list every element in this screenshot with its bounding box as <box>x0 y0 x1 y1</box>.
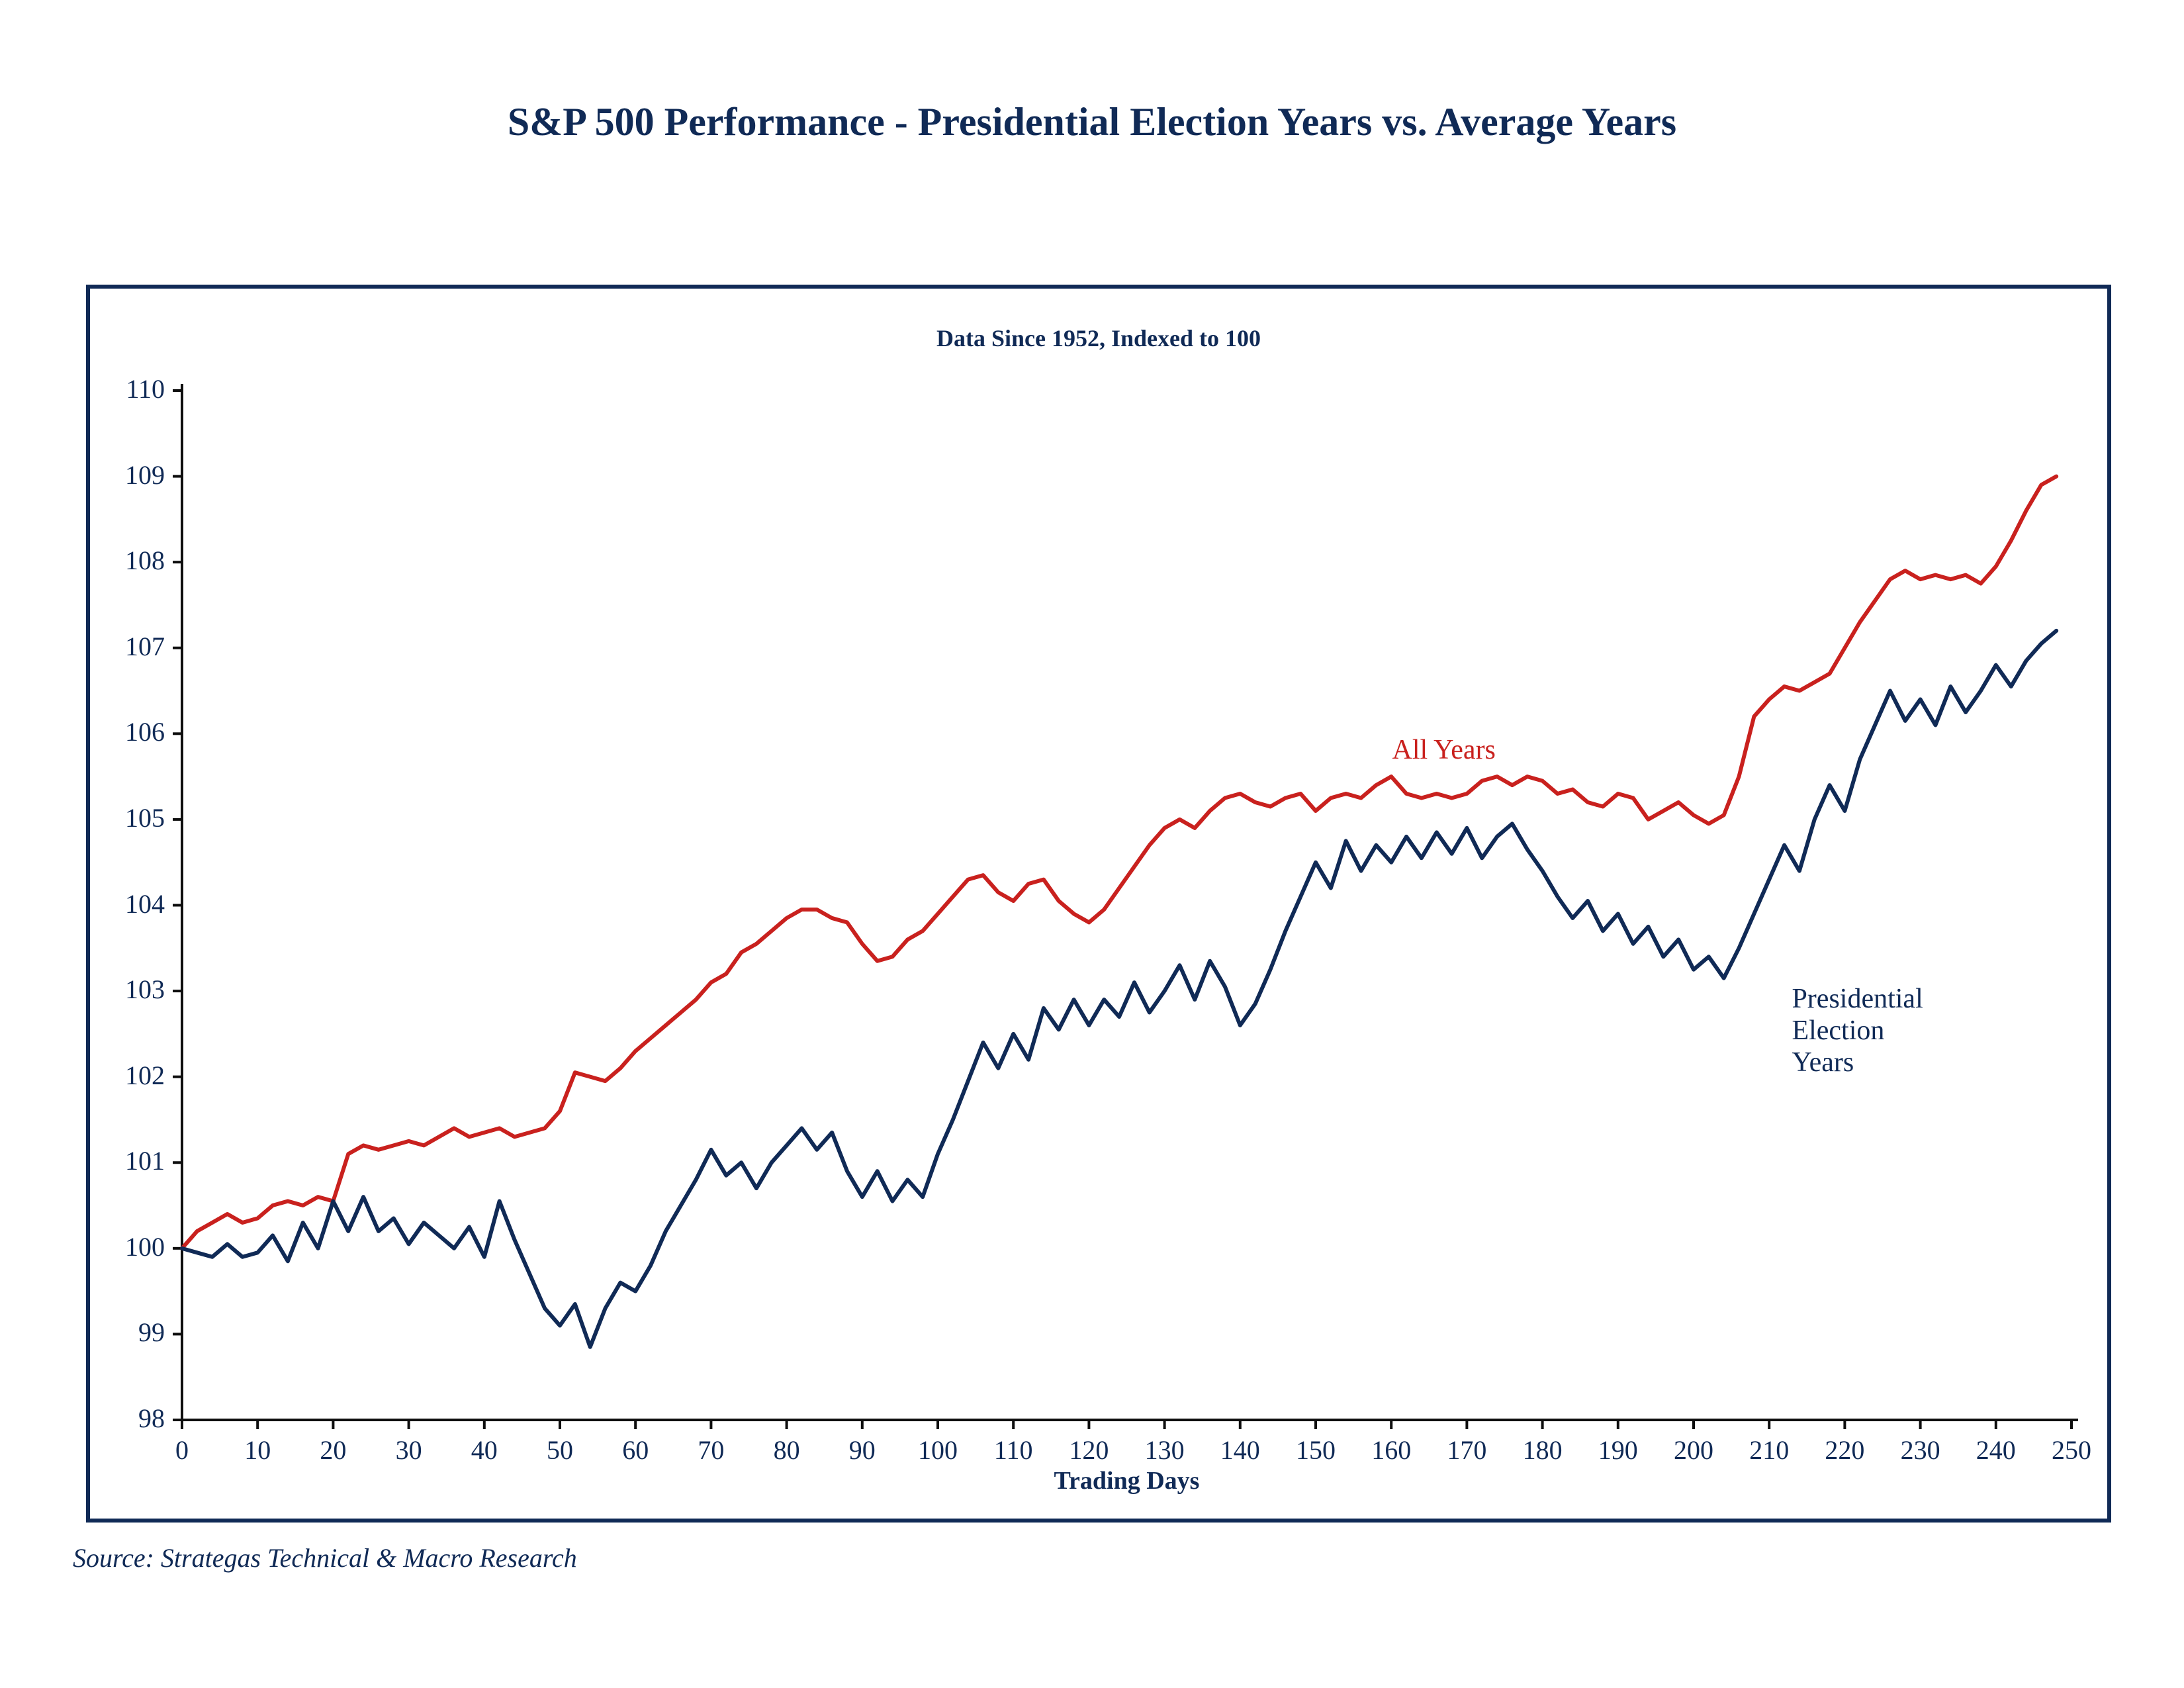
x-tick-label: 90 <box>839 1434 886 1466</box>
x-tick-label: 140 <box>1217 1434 1263 1466</box>
x-tick-label: 210 <box>1746 1434 1792 1466</box>
x-tick-label: 220 <box>1821 1434 1868 1466</box>
x-tick-label: 60 <box>612 1434 659 1466</box>
x-tick-label: 0 <box>159 1434 205 1466</box>
x-tick-label: 50 <box>537 1434 583 1466</box>
x-tick-label: 70 <box>688 1434 734 1466</box>
x-tick-label: 160 <box>1368 1434 1414 1466</box>
x-axis-label: Trading Days <box>182 1466 2071 1495</box>
y-tick-label: 109 <box>125 459 165 491</box>
x-tick-label: 170 <box>1443 1434 1490 1466</box>
x-tick-label: 180 <box>1520 1434 1566 1466</box>
y-tick-label: 101 <box>125 1145 165 1176</box>
y-tick-label: 102 <box>125 1060 165 1091</box>
source-citation: Source: Strategas Technical & Macro Rese… <box>73 1542 577 1573</box>
x-tick-label: 80 <box>764 1434 810 1466</box>
x-tick-label: 130 <box>1142 1434 1188 1466</box>
x-tick-label: 250 <box>2048 1434 2095 1466</box>
y-tick-label: 106 <box>125 716 165 747</box>
y-tick-label: 98 <box>138 1403 165 1434</box>
x-tick-label: 30 <box>386 1434 432 1466</box>
y-tick-label: 99 <box>138 1317 165 1348</box>
x-tick-label: 230 <box>1897 1434 1944 1466</box>
x-tick-label: 150 <box>1293 1434 1339 1466</box>
series-line-election-years <box>182 631 2056 1347</box>
x-tick-label: 40 <box>461 1434 508 1466</box>
x-tick-label: 110 <box>990 1434 1036 1466</box>
x-tick-label: 190 <box>1595 1434 1641 1466</box>
x-tick-label: 20 <box>310 1434 356 1466</box>
y-tick-label: 107 <box>125 631 165 662</box>
x-tick-label: 120 <box>1066 1434 1112 1466</box>
y-tick-label: 108 <box>125 545 165 576</box>
x-tick-label: 200 <box>1670 1434 1717 1466</box>
y-tick-label: 110 <box>126 373 165 404</box>
y-tick-label: 105 <box>125 802 165 833</box>
y-tick-label: 104 <box>125 888 165 919</box>
x-tick-label: 240 <box>1973 1434 2019 1466</box>
series-label-election-years: PresidentialElectionYears <box>1792 983 1923 1079</box>
x-tick-label: 100 <box>915 1434 961 1466</box>
chart-page: S&P 500 Performance - Presidential Elect… <box>0 0 2184 1688</box>
x-tick-label: 10 <box>234 1434 281 1466</box>
y-tick-label: 100 <box>125 1231 165 1262</box>
series-label-all-years: All Years <box>1392 734 1496 766</box>
y-tick-label: 103 <box>125 974 165 1005</box>
